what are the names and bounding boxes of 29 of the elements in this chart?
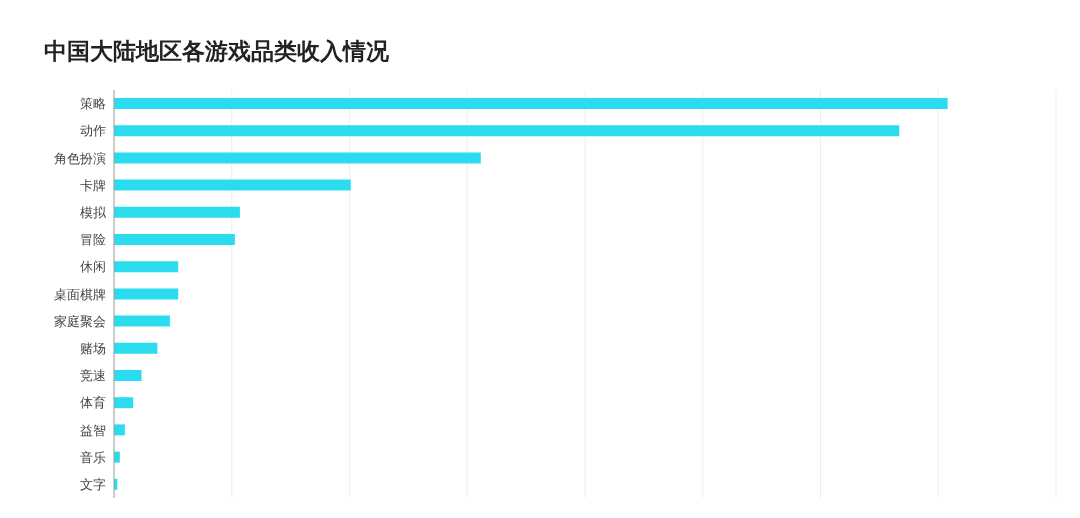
y-tick-label: 音乐 [80,449,106,465]
bar [114,288,179,300]
chart-title: 中国大陆地区各游戏品类收入情况 [44,37,389,66]
y-tick-label: 竞速 [80,368,106,384]
y-tick-label: 休闲 [80,259,106,275]
bar [114,261,179,273]
bar [114,370,142,381]
y-tick-label: 策略 [80,96,106,112]
bar [114,125,900,137]
y-tick-label: 益智 [80,422,106,438]
y-tick-label: 桌面棋牌 [54,286,106,302]
y-tick-label: 模拟 [80,205,107,221]
y-tick-label: 冒险 [80,232,106,248]
y-tick-label: 体育 [80,395,106,411]
bar [114,152,481,164]
bar [114,397,134,409]
y-tick-label: 家庭聚会 [54,313,106,329]
y-tick-label: 文字 [80,477,106,493]
bar [114,315,170,327]
y-tick-label: 卡牌 [80,177,106,193]
y-tick-label: 角色扮演 [54,150,106,166]
bar [114,234,235,245]
bar [114,179,351,191]
bar [114,342,158,354]
bar [114,206,240,218]
y-tick-label: 赌场 [80,341,106,357]
y-tick-label: 动作 [80,123,106,139]
bar [114,424,125,436]
bar [114,98,948,109]
